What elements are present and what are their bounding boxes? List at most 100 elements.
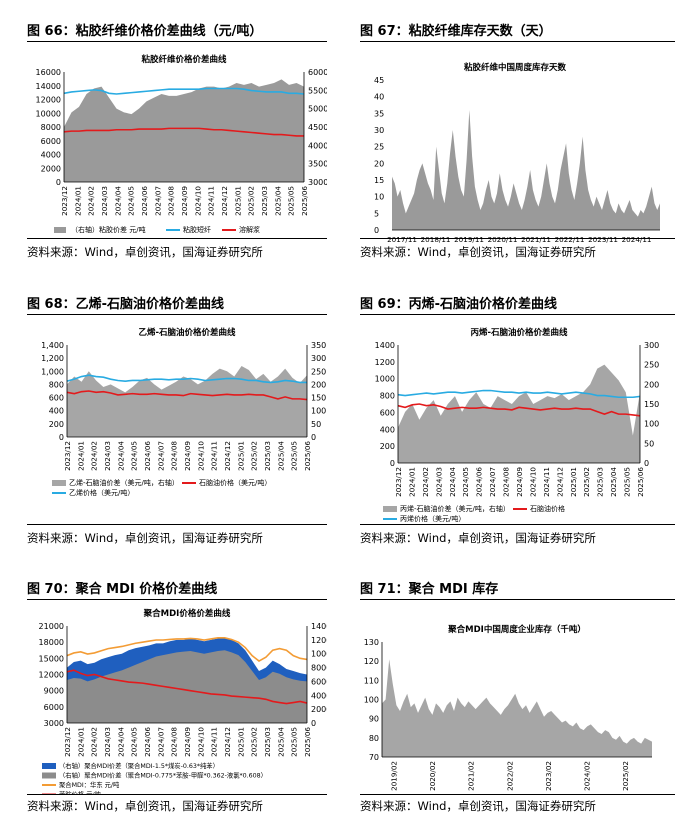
x-tick-label: 2025/06 [303,727,312,757]
x-tick-label: 2017/11 [387,235,417,244]
x-tick-label: 2024/12 [223,441,232,471]
panel-title: 图 70：聚合 MDI 价格价差曲线 [27,582,218,597]
y2-tick-label: 0 [644,459,649,468]
y2-tick-label: 200 [644,380,659,389]
source-rule [360,794,675,795]
legend-label: 石脑油价格（美元/吨） [199,478,271,487]
chart-title: 聚合MDI价格价差曲线 [143,608,231,619]
y-tick-label: 0 [374,226,379,235]
x-tick-label: 2025/06 [300,186,309,216]
y2-tick-label: 300 [311,354,326,363]
title-rule [360,599,675,600]
x-tick-label: 2024/08 [170,441,179,471]
chart-fig68: 乙烯-石脑油价格价差曲线 0 200 400 600 800 1,000 1,200 1,400… [41,327,326,497]
y2-tick-label: 6000 [308,68,327,77]
chart-title: 粘胶纤维价格价差曲线 [140,54,227,65]
y2-tick-label: 4000 [308,141,327,150]
series-line [63,127,304,137]
legend-label: 丙烯-石脑油价差（美元/吨，右轴） [400,504,510,513]
y-tick-label: 800 [49,380,64,389]
x-tick-label: 2024/08 [167,186,176,216]
x-tick-label: 2025/06 [303,441,312,471]
x-tick-label: 2024/10 [193,186,202,216]
x-tick-label: 2024/11 [542,467,551,497]
y2-tick-label: 3000 [308,178,327,187]
x-tick-label: 2023/12 [63,727,72,757]
x-tick-label: 2024/09 [183,441,192,471]
y-tick-label: 8000 [41,123,61,132]
x-tick-label: 2025/03 [596,467,605,497]
y2-tick-label: 150 [644,400,659,409]
x-tick-label: 2024/04 [448,467,457,497]
title-rule [27,41,327,42]
x-tick-label: 2023/12 [63,441,72,471]
x-tick-label: 2024/07 [156,727,165,757]
y2-tick-label: 250 [644,361,659,370]
y2-tick-label: 50 [644,439,654,448]
panel-title: 图 68：乙烯-石脑油价格价差曲线 [27,297,225,312]
y-tick-label: 5 [374,209,379,218]
y-tick-label: 0 [56,178,61,187]
y-tick-label: 40 [374,93,384,102]
legend-label: （右轴）聚合MDI价差（聚合MDI-1.5*煤炭-0.63*纯苯） [59,761,219,770]
y-tick-label: 9000 [44,687,64,696]
x-tick-label: 2023/02 [544,761,553,791]
x-tick-label: 2025/02 [250,727,259,757]
legend-label: （右轴）粘胶价差 元/吨 [71,225,146,234]
x-tick-label: 2019/02 [390,761,399,791]
source-note: 资料来源：Wind，卓创资讯，国海证券研究所 [27,799,263,813]
x-tick-label: 2024/06 [143,441,152,471]
panel-title: 图 66：粘胶纤维价格价差曲线（元/吨） [27,24,263,39]
x-tick-label: 2024/11 [622,235,652,244]
x-tick-label: 2020/02 [428,761,437,791]
x-tick-label: 2025/02 [582,467,591,497]
x-tick-label: 2024/06 [143,727,152,757]
y-tick-label: 12000 [39,671,64,680]
y2-tick-label: 100 [644,420,659,429]
y2-tick-label: 150 [311,394,326,403]
x-tick-label: 2024/03 [103,727,112,757]
y2-tick-label: 100 [311,407,326,416]
x-tick-label: 2020/11 [488,235,518,244]
legend-swatch [42,772,56,779]
legend-label: 乙烯价格（美元/吨） [69,488,134,497]
source-note: 资料来源：Wind，卓创资讯，国海证券研究所 [360,531,596,545]
x-tick-label: 2024/01 [73,186,82,216]
x-tick-label: 2024/09 [183,727,192,757]
x-tick-label: 2024/11 [210,441,219,471]
y-tick-label: 4000 [41,151,61,160]
y-tick-label: 200 [49,420,64,429]
y-tick-label: 14000 [36,82,61,91]
y2-tick-label: 4000 [311,691,327,700]
x-tick-label: 2025/05 [623,467,632,497]
series-line [66,390,308,401]
source-rule [27,524,327,525]
x-tick-label: 2024/05 [461,467,470,497]
x-tick-label: 2024/09 [180,186,189,216]
source-note: 资料来源：Wind，卓创资讯，国海证券研究所 [360,799,596,813]
series-area [67,650,307,723]
y-tick-label: 35 [374,109,384,118]
y-tick-label: 800 [380,392,395,401]
y2-tick-label: 3500 [308,160,327,169]
y-tick-label: 100 [364,696,379,705]
y2-tick-label: 250 [311,367,326,376]
y-tick-label: 1200 [375,358,395,367]
y-tick-label: 70 [369,753,379,762]
panel-fig67: 图 67：粘胶纤维库存天数（天） 粘胶纤维中国周度库存天数 0 5 10 15 20 25 3… [360,20,675,260]
x-tick-label: 2025/04 [276,727,285,757]
x-tick-label: 2024/12 [220,186,229,216]
y-tick-label: 120 [364,657,379,666]
title-rule [27,314,327,315]
x-tick-label: 2024/05 [130,727,139,757]
x-tick-label: 2024/03 [103,441,112,471]
source-rule [27,794,327,795]
panel-fig68: 图 68：乙烯-石脑油价格价差曲线 乙烯-石脑油价格价差曲线 0 200 400 600… [27,293,327,548]
legend-swatch [383,506,397,512]
chart-title: 聚合MDI中国周度企业库存（千吨） [447,624,586,635]
chart-fig71: 聚合MDI中国周度企业库存（千吨） 70 80 90 100 110 120 130 2019/… [364,624,652,791]
source-note: 资料来源：Wind，卓创资讯，国海证券研究所 [27,245,263,259]
series-area [382,659,652,757]
y-tick-label: 200 [380,442,395,451]
x-tick-label: 2022/02 [505,761,514,791]
